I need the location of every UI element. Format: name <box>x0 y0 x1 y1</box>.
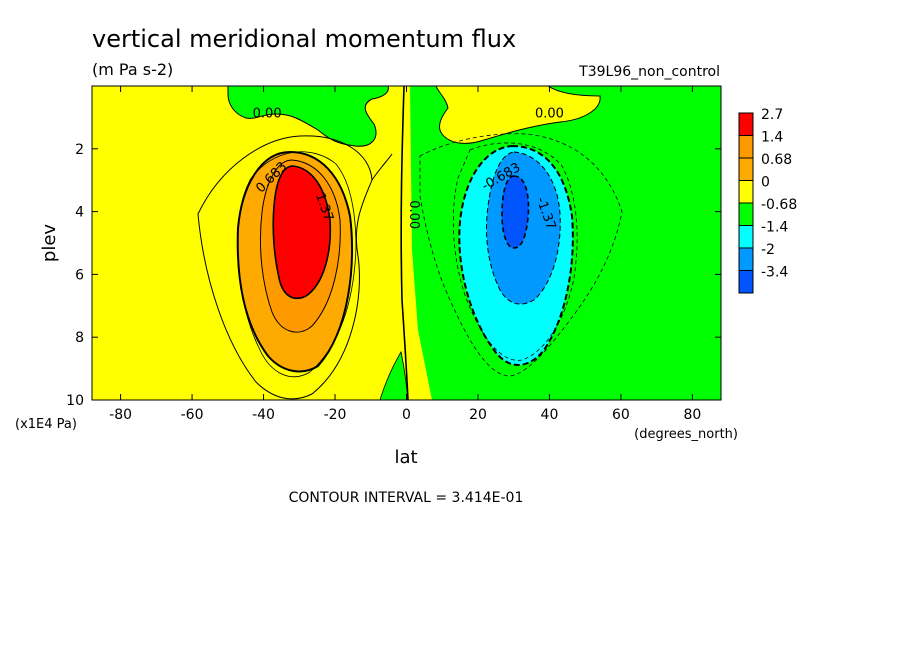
region-positive-upper-nh <box>435 86 601 144</box>
x-tick-label: 60 <box>612 407 630 423</box>
y-tick-label: 4 <box>75 205 84 221</box>
contour-label: 0.00 <box>253 106 282 121</box>
colorbar-label: 0.68 <box>761 152 792 168</box>
x-tick-label: 40 <box>541 407 559 423</box>
contour-positive-mid <box>237 151 357 377</box>
region-positive-tongue <box>404 86 432 400</box>
colorbar-swatch <box>738 157 754 181</box>
colorbar-swatch <box>738 247 754 271</box>
y-tick-label: 2 <box>75 142 84 158</box>
colorbar-swatch <box>738 225 754 249</box>
x-axis-label: lat <box>394 447 417 468</box>
x-tick-label: -80 <box>109 407 132 423</box>
y-tick-label: 6 <box>75 267 84 283</box>
colorbar-label: 0 <box>761 175 770 191</box>
y-tick-label: 8 <box>75 330 84 346</box>
x-axis-units: (degrees_north) <box>634 427 738 442</box>
x-tick-label: -60 <box>181 407 204 423</box>
x-axis: -80 -60 -40 -20 0 20 40 60 80 <box>109 86 701 423</box>
contour-negative-outer <box>419 133 623 377</box>
contour-zero-equator <box>400 86 409 400</box>
chart-title: vertical meridional momentum flux <box>92 25 516 53</box>
y-tick-label: 10 <box>66 393 84 409</box>
colorbar-swatch <box>738 135 754 159</box>
colorbar-swatch <box>738 202 754 226</box>
region-positive-2.7 <box>272 165 332 300</box>
contour-positive-outer <box>197 135 373 400</box>
colorbar-label: 1.4 <box>761 130 783 146</box>
colorbar-swatch <box>738 112 754 136</box>
x-tick-label: -40 <box>252 407 275 423</box>
contour-label: 0.00 <box>406 200 421 229</box>
contour-label: 0.00 <box>535 106 564 121</box>
colorbar: 2.7 1.4 0.68 0 -0.68 -1.4 -2 -3.4 <box>738 107 797 294</box>
y-axis-label: plev <box>39 224 60 263</box>
run-label: T39L96_non_control <box>578 64 720 80</box>
x-tick-label: 0 <box>402 407 411 423</box>
colorbar-swatch <box>738 270 754 294</box>
region-negative-3.4 <box>501 175 530 249</box>
colorbar-label: -1.4 <box>761 220 788 236</box>
colorbar-label: -2 <box>761 242 775 258</box>
contour-field <box>92 86 721 400</box>
x-tick-label: 80 <box>683 407 701 423</box>
colorbar-label: -0.68 <box>761 197 797 213</box>
units-label: (m Pa s-2) <box>92 60 173 79</box>
contour-interval-text: CONTOUR INTERVAL = 3.414E-01 <box>289 490 524 506</box>
x-tick-label: 20 <box>469 407 487 423</box>
x-tick-label: -20 <box>324 407 347 423</box>
y-axis: 2 4 6 8 10 <box>66 142 721 409</box>
colorbar-label: 2.7 <box>761 107 783 123</box>
contour-negative-mid <box>452 142 578 361</box>
y-axis-units: (x1E4 Pa) <box>15 417 77 432</box>
colorbar-label: -3.4 <box>761 265 788 281</box>
region-negative-upper-sh <box>227 86 389 147</box>
contour-zero-sh <box>371 153 393 181</box>
colorbar-swatch <box>738 180 754 204</box>
